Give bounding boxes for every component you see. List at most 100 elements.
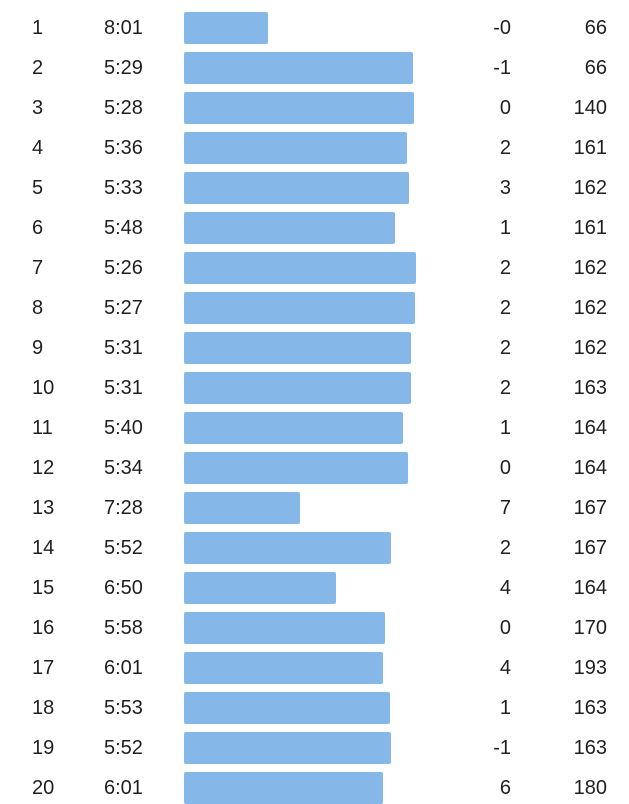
split-row: 10 5:31 2 163	[0, 372, 629, 404]
split-heart-rate-label: 163	[573, 377, 607, 399]
split-pace-label: 8:01	[104, 17, 143, 39]
split-elevation-label: 0	[499, 97, 511, 119]
split-heart-rate-label: 163	[573, 697, 607, 719]
split-heart-rate-label: 66	[584, 17, 607, 39]
split-row: 19 5:52 -1 163	[0, 732, 629, 764]
split-elevation-label: -1	[493, 57, 511, 79]
split-row: 2 5:29 -1 66	[0, 52, 629, 84]
pace-bar	[184, 132, 407, 164]
pace-bar	[184, 172, 410, 204]
split-row: 8 5:27 2 162	[0, 292, 629, 324]
pace-bar	[184, 572, 336, 604]
split-elevation-label: 4	[499, 577, 511, 599]
pace-bar	[184, 252, 416, 284]
split-elevation-label: 2	[499, 377, 511, 399]
split-heart-rate-label: 164	[573, 577, 607, 599]
split-elevation-label: 2	[499, 297, 511, 319]
split-pace-label: 6:01	[104, 777, 143, 799]
split-pace-label: 5:52	[104, 537, 143, 559]
pace-bar	[184, 212, 395, 244]
split-mile-label: 13	[32, 497, 55, 519]
split-elevation-label: 1	[499, 697, 511, 719]
split-heart-rate-label: 193	[573, 657, 607, 679]
split-heart-rate-label: 140	[573, 97, 607, 119]
split-elevation-label: 1	[499, 217, 511, 239]
pace-bar	[184, 732, 392, 764]
split-row: 13 7:28 7 167	[0, 492, 629, 524]
split-row: 5 5:33 3 162	[0, 172, 629, 204]
split-heart-rate-label: 161	[573, 137, 607, 159]
split-mile-label: 8	[32, 297, 44, 319]
split-elevation-label: 2	[499, 257, 511, 279]
pace-bar	[184, 772, 383, 804]
split-mile-label: 17	[32, 657, 55, 679]
split-heart-rate-label: 162	[573, 297, 607, 319]
split-row: 20 6:01 6 180	[0, 772, 629, 804]
split-mile-label: 4	[32, 137, 44, 159]
split-heart-rate-label: 164	[573, 417, 607, 439]
split-elevation-label: 2	[499, 337, 511, 359]
pace-bar	[184, 92, 415, 124]
split-mile-label: 5	[32, 177, 44, 199]
pace-bar	[184, 652, 383, 684]
split-heart-rate-label: 180	[573, 777, 607, 799]
split-mile-label: 19	[32, 737, 55, 759]
split-heart-rate-label: 66	[584, 57, 607, 79]
split-pace-label: 5:33	[104, 177, 143, 199]
split-pace-label: 5:29	[104, 57, 143, 79]
split-mile-label: 16	[32, 617, 55, 639]
split-mile-label: 20	[32, 777, 55, 799]
split-elevation-label: 2	[499, 137, 511, 159]
split-row: 9 5:31 2 162	[0, 332, 629, 364]
split-mile-label: 6	[32, 217, 44, 239]
split-elevation-label: 7	[499, 497, 511, 519]
pace-bar	[184, 52, 414, 84]
pace-bar	[184, 692, 391, 724]
split-heart-rate-label: 163	[573, 737, 607, 759]
split-row: 11 5:40 1 164	[0, 412, 629, 444]
split-pace-label: 5:58	[104, 617, 143, 639]
pace-bar	[184, 292, 415, 324]
split-row: 3 5:28 0 140	[0, 92, 629, 124]
pace-bar	[184, 412, 403, 444]
split-mile-label: 9	[32, 337, 44, 359]
split-heart-rate-label: 170	[573, 617, 607, 639]
pace-bar	[184, 612, 386, 644]
split-mile-label: 15	[32, 577, 55, 599]
split-heart-rate-label: 162	[573, 177, 607, 199]
split-heart-rate-label: 167	[573, 497, 607, 519]
split-row: 18 5:53 1 163	[0, 692, 629, 724]
pace-bar	[184, 372, 412, 404]
split-elevation-label: 2	[499, 537, 511, 559]
split-row: 4 5:36 2 161	[0, 132, 629, 164]
pace-bar	[184, 12, 268, 44]
split-pace-label: 5:34	[104, 457, 143, 479]
split-elevation-label: 0	[499, 457, 511, 479]
split-pace-label: 5:31	[104, 377, 143, 399]
split-mile-label: 1	[32, 17, 44, 39]
split-pace-label: 5:53	[104, 697, 143, 719]
split-row: 1 8:01 -0 66	[0, 12, 629, 44]
split-row: 15 6:50 4 164	[0, 572, 629, 604]
split-mile-label: 14	[32, 537, 55, 559]
split-pace-label: 5:26	[104, 257, 143, 279]
split-heart-rate-label: 162	[573, 257, 607, 279]
split-mile-label: 18	[32, 697, 55, 719]
split-elevation-label: -0	[493, 17, 511, 39]
split-pace-label: 5:48	[104, 217, 143, 239]
split-mile-label: 2	[32, 57, 44, 79]
split-mile-label: 3	[32, 97, 44, 119]
split-elevation-label: 0	[499, 617, 511, 639]
split-mile-label: 10	[32, 377, 55, 399]
split-mile-label: 12	[32, 457, 55, 479]
split-pace-label: 7:28	[104, 497, 143, 519]
pace-bar	[184, 532, 392, 564]
split-mile-label: 11	[32, 417, 53, 439]
split-pace-label: 5:52	[104, 737, 143, 759]
split-pace-label: 5:28	[104, 97, 143, 119]
split-pace-label: 5:31	[104, 337, 143, 359]
split-pace-label: 5:40	[104, 417, 143, 439]
split-heart-rate-label: 167	[573, 537, 607, 559]
split-elevation-label: 6	[499, 777, 511, 799]
split-elevation-label: -1	[493, 737, 511, 759]
